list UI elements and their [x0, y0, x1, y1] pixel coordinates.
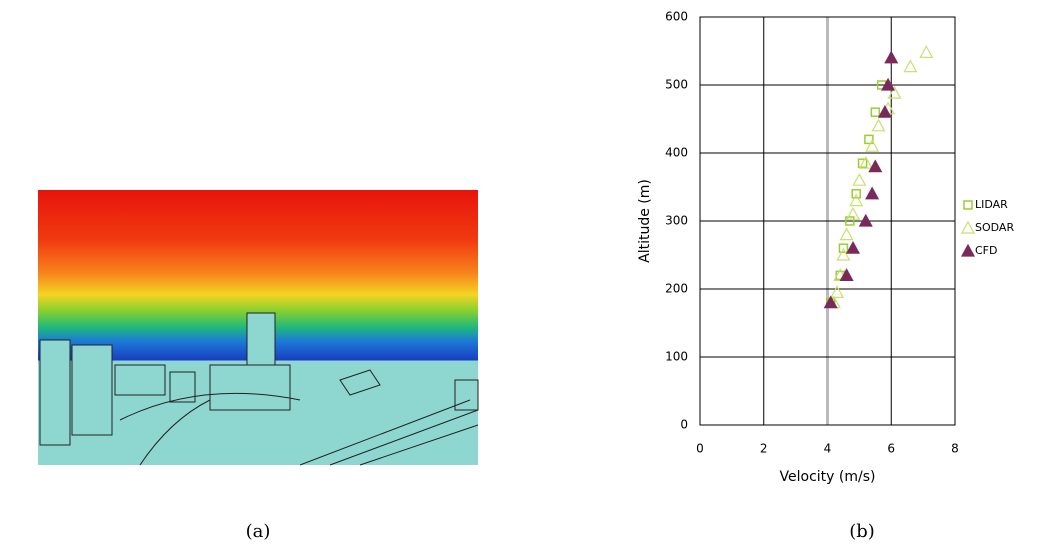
point [919, 45, 934, 58]
point [865, 186, 880, 200]
legend-marker [963, 200, 973, 210]
point [884, 50, 899, 64]
caption: (b) [849, 521, 875, 542]
point [851, 189, 861, 199]
point [845, 216, 855, 226]
point [864, 134, 874, 145]
y-axis-label: Altitude (m) [637, 179, 653, 263]
legend-marker [960, 243, 976, 257]
y-tick-label: 500 [665, 78, 688, 92]
point [870, 107, 881, 117]
legend-marker [960, 220, 976, 234]
point [849, 193, 864, 207]
point [865, 138, 880, 152]
legend-label: SODAR [975, 221, 1014, 234]
point [836, 247, 851, 261]
point [838, 243, 849, 253]
y-tick-label: 600 [665, 10, 688, 24]
buildings [39, 312, 479, 466]
point [857, 158, 868, 168]
x-tick-label: 2 [760, 442, 768, 456]
caption: (a) [246, 521, 271, 542]
y-tick-label: 0 [680, 418, 688, 432]
legend-label: LIDAR [975, 198, 1008, 211]
legend-label: CFD [975, 244, 997, 257]
point [887, 85, 902, 99]
point [845, 240, 861, 254]
x-tick-label: 4 [824, 442, 832, 456]
y-tick-label: 100 [665, 350, 688, 364]
point [877, 104, 892, 118]
y-tick-label: 300 [665, 214, 688, 228]
x-tick-label: 8 [951, 442, 959, 456]
point [858, 213, 873, 227]
y-tick-label: 200 [665, 282, 688, 296]
plot-frame [699, 16, 956, 426]
point [903, 59, 918, 73]
x-tick-label: 0 [696, 442, 704, 456]
point [868, 159, 883, 173]
point [839, 268, 854, 281]
point [881, 77, 896, 91]
point [871, 118, 886, 132]
x-tick-label: 6 [887, 442, 895, 456]
point [852, 172, 867, 186]
cfd-image [38, 190, 479, 466]
x-axis-label: Velocity (m/s) [780, 469, 876, 485]
y-tick-label: 400 [665, 146, 688, 160]
point [839, 227, 854, 241]
chart: 0 2 4 6 8 0 100 200 300 400 500 600 Velocity (m/s) Al… [637, 10, 1014, 543]
point [858, 155, 873, 169]
point [830, 285, 845, 298]
point [823, 295, 838, 309]
point [845, 206, 861, 220]
